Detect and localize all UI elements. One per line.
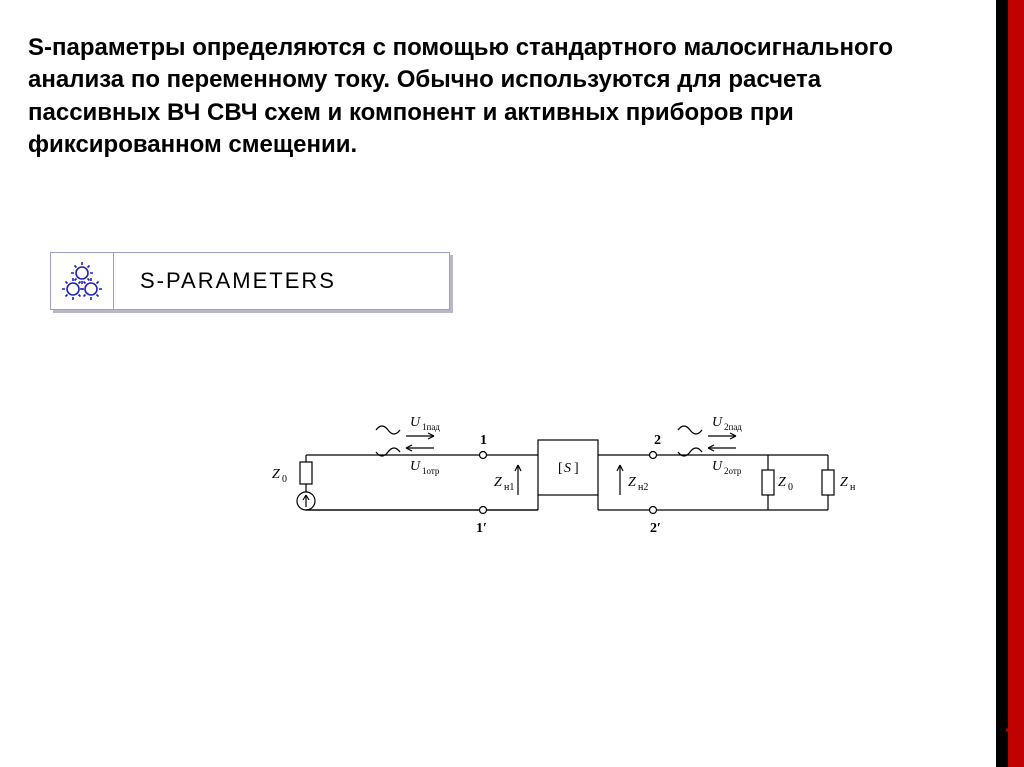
svg-text:н2: н2 — [638, 482, 648, 493]
gear-icon-box — [50, 252, 114, 310]
svg-text:1′: 1′ — [476, 521, 487, 536]
s-parameters-label: S-PARAMETERS — [114, 252, 450, 310]
svg-text:[: [ — [558, 461, 563, 476]
svg-text:U: U — [712, 459, 723, 474]
svg-text:U: U — [410, 459, 421, 474]
svg-text:н: н — [850, 482, 856, 493]
slide-content: S-параметры определяются с помощью станд… — [0, 0, 970, 565]
sidebar-black — [996, 0, 1024, 767]
s-parameters-button: S-PARAMETERS — [50, 252, 450, 310]
svg-text:U: U — [712, 415, 723, 430]
svg-text:2пад: 2пад — [724, 422, 742, 432]
svg-text:1пад: 1пад — [422, 422, 440, 432]
sidebar-red — [1008, 0, 1024, 767]
page-number: 4 — [1001, 727, 1024, 738]
svg-text:S: S — [564, 461, 571, 476]
svg-text:Z: Z — [840, 475, 848, 490]
svg-text:]: ] — [574, 461, 579, 476]
svg-text:1отр: 1отр — [422, 466, 440, 476]
svg-text:Z: Z — [778, 475, 786, 490]
circuit-diagram: Z 0 [ S ] 1 2 1′ 2′ Z н1 Z н2 Z 0 Z — [258, 400, 878, 565]
svg-text:0: 0 — [788, 482, 793, 493]
svg-text:Z: Z — [494, 475, 502, 490]
svg-text:2: 2 — [654, 433, 661, 448]
svg-text:н1: н1 — [504, 482, 514, 493]
svg-text:1: 1 — [480, 433, 487, 448]
heading-text: S-параметры определяются с помощью станд… — [28, 32, 922, 162]
svg-text:Z: Z — [272, 467, 280, 482]
gear-icon — [60, 259, 104, 303]
svg-text:2отр: 2отр — [724, 466, 742, 476]
svg-text:0: 0 — [282, 474, 287, 485]
svg-text:2′: 2′ — [650, 521, 661, 536]
svg-text:Z: Z — [628, 475, 636, 490]
svg-text:U: U — [410, 415, 421, 430]
